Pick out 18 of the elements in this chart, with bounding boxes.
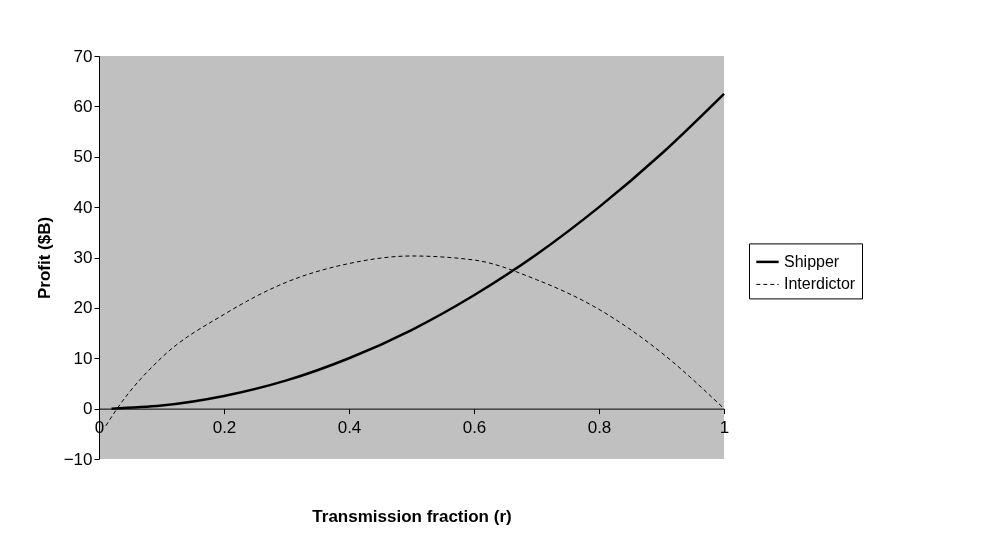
x-tick-label: 0.6 xyxy=(462,418,487,438)
legend-label: Interdictor xyxy=(784,275,856,293)
x-tick-label: 1 xyxy=(719,418,730,438)
y-tick-label: 30 xyxy=(73,248,93,267)
y-tick-label: 20 xyxy=(73,298,93,318)
y-tick-label: 40 xyxy=(73,197,93,217)
x-tick-label: 0.4 xyxy=(337,418,362,438)
x-tick-label: 0.2 xyxy=(212,418,237,438)
y-tick-label: 60 xyxy=(73,96,93,116)
y-axis-title: Profit ($B) xyxy=(34,216,54,300)
x-axis-title: Transmission fraction (r) xyxy=(312,506,512,526)
y-tick-label: −10 xyxy=(63,449,93,469)
legend-label: Shipper xyxy=(784,252,840,270)
y-tick-label: 10 xyxy=(73,348,93,368)
y-tick-label: 50 xyxy=(73,147,93,167)
y-tick-label: 70 xyxy=(73,46,93,66)
x-tick-label: 0.8 xyxy=(587,418,612,438)
y-tick-label: 0 xyxy=(83,399,93,419)
